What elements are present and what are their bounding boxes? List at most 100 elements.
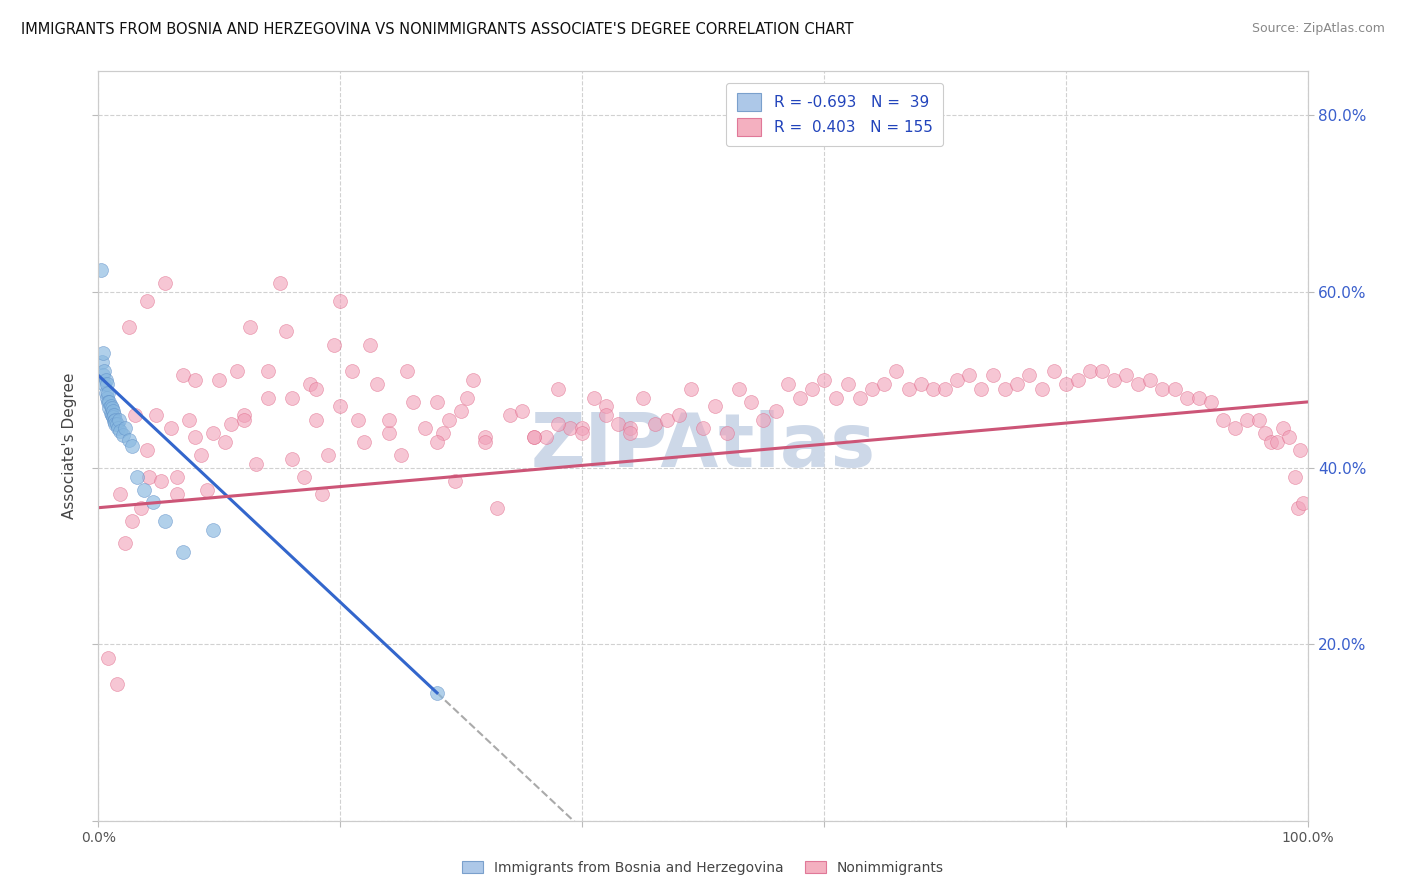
Point (426, 434, 449, 449)
Point (1139, 373, 1161, 387)
Point (583, 391, 606, 405)
Point (1007, 377, 1029, 392)
Point (897, 382, 920, 396)
Point (299, 377, 322, 392)
Point (96, 391, 118, 405)
Point (679, 382, 702, 396)
Point (208, 373, 231, 387)
Point (153, 276, 176, 290)
Text: ZIPAtlas: ZIPAtlas (530, 409, 876, 483)
Point (571, 421, 593, 435)
Point (93, 364, 115, 378)
Legend: Immigrants from Bosnia and Herzegovina, Nonimmigrants: Immigrants from Bosnia and Herzegovina, … (457, 855, 949, 880)
Point (946, 373, 969, 387)
Point (93, 377, 115, 392)
Point (184, 373, 207, 387)
Point (395, 364, 418, 378)
Point (281, 452, 304, 467)
Point (631, 391, 654, 405)
Point (108, 487, 131, 501)
Point (138, 470, 160, 484)
Point (91, 355, 114, 369)
Point (432, 425, 454, 440)
Point (100, 408, 122, 422)
Point (1163, 382, 1185, 396)
Point (444, 475, 467, 489)
Point (101, 409, 124, 424)
Point (160, 421, 183, 435)
Point (105, 677, 128, 691)
Point (323, 337, 346, 351)
Point (103, 408, 125, 422)
Point (104, 417, 127, 431)
Text: Source: ZipAtlas.com: Source: ZipAtlas.com (1251, 22, 1385, 36)
Point (498, 408, 520, 422)
Point (474, 434, 496, 449)
Point (91, 346, 114, 360)
Point (114, 421, 136, 435)
Point (1249, 412, 1271, 426)
Point (463, 373, 485, 387)
Point (90, 262, 112, 277)
Point (1236, 412, 1258, 426)
Point (104, 412, 127, 426)
Point (127, 470, 149, 484)
Point (239, 320, 262, 334)
Point (1042, 364, 1064, 378)
Point (97, 386, 120, 401)
Point (202, 425, 225, 440)
Point (214, 434, 236, 449)
Point (1199, 395, 1222, 409)
Point (740, 395, 762, 409)
Point (994, 382, 1017, 396)
Point (607, 417, 630, 431)
Point (105, 417, 128, 431)
Point (456, 391, 478, 405)
Point (776, 377, 799, 392)
Point (316, 448, 339, 462)
Point (135, 293, 157, 308)
Point (921, 382, 943, 396)
Point (1286, 500, 1309, 515)
Point (129, 500, 152, 515)
Point (305, 382, 328, 396)
Point (124, 408, 146, 422)
Point (274, 325, 297, 339)
Point (886, 364, 908, 378)
Point (292, 470, 315, 484)
Point (644, 417, 666, 431)
Point (329, 400, 352, 414)
Point (221, 417, 243, 431)
Point (1260, 434, 1282, 449)
Point (366, 377, 388, 392)
Point (329, 293, 352, 308)
Point (595, 408, 617, 422)
Point (232, 412, 254, 426)
Point (571, 425, 593, 440)
Point (142, 494, 165, 508)
Point (153, 514, 176, 528)
Point (1018, 368, 1040, 383)
Point (342, 364, 364, 378)
Point (1284, 470, 1306, 484)
Point (655, 412, 678, 426)
Point (184, 430, 207, 444)
Point (311, 487, 333, 501)
Point (1054, 377, 1077, 392)
Point (1175, 391, 1198, 405)
Point (450, 403, 472, 417)
Point (256, 364, 278, 378)
Point (179, 412, 201, 426)
Point (135, 443, 157, 458)
Point (1289, 443, 1312, 458)
Point (523, 430, 546, 444)
Point (437, 412, 460, 426)
Y-axis label: Associate's Degree: Associate's Degree (62, 373, 77, 519)
Point (190, 448, 212, 462)
Point (97, 395, 120, 409)
Point (172, 368, 194, 383)
Point (860, 382, 883, 396)
Point (1115, 368, 1137, 383)
Point (150, 475, 173, 489)
Point (1223, 421, 1246, 435)
